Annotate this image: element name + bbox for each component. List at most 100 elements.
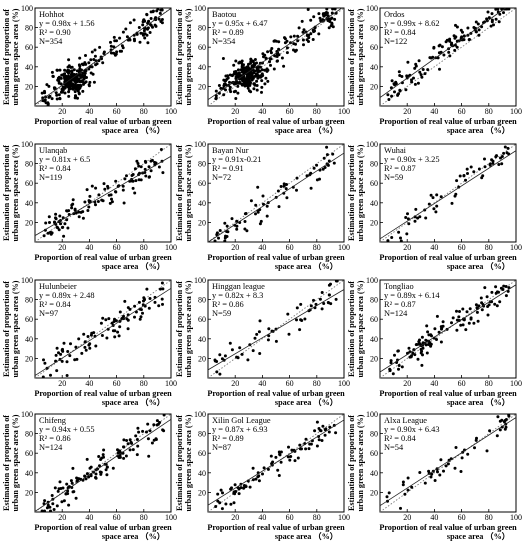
data-point — [318, 297, 322, 301]
data-point — [144, 174, 148, 178]
data-point — [285, 46, 289, 50]
data-point — [55, 97, 59, 101]
data-point — [433, 479, 437, 482]
data-point — [53, 486, 57, 490]
data-point — [262, 55, 265, 59]
sample-size: N=97 — [39, 309, 58, 318]
data-point — [451, 316, 455, 320]
data-point — [115, 39, 118, 43]
data-point — [161, 287, 165, 291]
data-point — [483, 286, 487, 290]
data-point — [274, 339, 278, 343]
data-point — [77, 215, 81, 219]
data-point — [240, 65, 244, 69]
r-squared: R² = 0.84 — [39, 300, 71, 309]
data-point — [237, 492, 241, 496]
data-point — [410, 78, 413, 82]
data-point — [495, 434, 499, 438]
y-tick-label: 40 — [25, 335, 33, 344]
regression-line — [34, 288, 172, 376]
data-point — [54, 91, 58, 95]
data-point — [94, 476, 98, 480]
data-point — [278, 453, 282, 457]
data-point — [427, 202, 431, 206]
data-point — [104, 468, 108, 472]
data-point — [92, 331, 96, 335]
y-axis-label: Estimation of proportion of — [2, 281, 11, 377]
r-squared: R² = 0.89 — [212, 28, 244, 37]
data-point — [330, 22, 334, 26]
data-point — [73, 96, 77, 100]
data-point — [84, 62, 88, 66]
y-axis-label: urban green space area (%) — [356, 280, 365, 377]
y-tick-label: 80 — [25, 160, 33, 169]
data-point — [129, 440, 133, 444]
plot-frame — [34, 279, 172, 379]
data-point — [60, 226, 64, 229]
panel-title: Xilin Gol League — [212, 416, 271, 425]
data-point — [76, 96, 79, 100]
data-point — [229, 487, 233, 491]
data-point — [75, 78, 79, 82]
x-axis-label: space area （%） — [102, 261, 165, 271]
data-point — [327, 283, 331, 287]
data-point — [50, 97, 54, 101]
data-point — [228, 341, 232, 345]
data-point — [99, 321, 103, 325]
data-point — [102, 182, 106, 186]
data-point — [465, 310, 469, 314]
data-point — [249, 60, 253, 63]
x-axis-label: space area （%） — [275, 125, 338, 135]
data-point — [219, 488, 223, 492]
data-point — [280, 56, 284, 60]
data-point — [285, 196, 289, 200]
x-tick-label: 60 — [286, 379, 294, 388]
data-point — [80, 79, 84, 83]
data-point — [459, 28, 463, 32]
data-point — [222, 93, 226, 97]
data-point — [98, 464, 101, 468]
data-point — [59, 222, 63, 226]
y-tick-label: 100 — [21, 140, 33, 149]
data-point — [439, 340, 443, 344]
y-axis-label: urban green space area (%) — [356, 414, 365, 511]
data-point — [53, 220, 56, 224]
y-axis-label: urban green space area (%) — [11, 280, 20, 377]
data-points — [41, 281, 165, 379]
identity-line — [34, 413, 172, 513]
data-point — [401, 483, 405, 487]
data-point — [108, 201, 112, 205]
y-tick-label: 20 — [25, 82, 33, 91]
data-point — [41, 375, 45, 379]
data-point — [121, 30, 125, 34]
data-point — [89, 333, 93, 337]
y-tick-label: 60 — [198, 449, 206, 458]
data-point — [489, 24, 493, 28]
data-point — [309, 32, 313, 36]
x-tick-label: 20 — [403, 107, 411, 116]
y-tick-label: 100 — [366, 276, 378, 285]
data-point — [109, 44, 113, 48]
data-point — [452, 34, 456, 38]
data-point — [136, 426, 140, 430]
data-point — [433, 327, 437, 331]
y-axis-label: Estimation of proportion of — [347, 9, 356, 105]
data-point — [235, 355, 239, 359]
data-point — [87, 67, 91, 71]
data-point — [477, 28, 481, 32]
data-point — [321, 12, 325, 16]
data-point — [434, 210, 438, 214]
data-point — [474, 303, 478, 307]
y-tick-label: 60 — [25, 315, 33, 324]
data-point — [71, 490, 75, 494]
x-axis-label: Proportion of real value of urban green — [207, 389, 345, 398]
x-axis-label: Proportion of real value of urban green — [34, 523, 172, 532]
data-point — [418, 215, 422, 219]
data-point — [105, 465, 109, 469]
data-point — [436, 56, 440, 60]
data-point — [390, 236, 394, 239]
